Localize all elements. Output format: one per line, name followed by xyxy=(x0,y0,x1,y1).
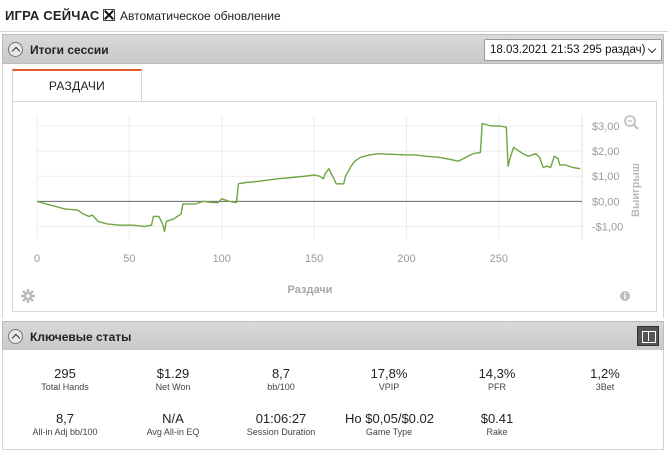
x-tick-label: 150 xyxy=(305,253,323,265)
layout-toggle-button[interactable] xyxy=(637,326,659,346)
stat-value: 8,7 xyxy=(271,366,291,381)
page-title: ИГРА СЕЙЧАС xyxy=(5,8,100,23)
stat-bb-100: 8,7 bb/100 xyxy=(236,366,326,392)
key-stats-panel: 295 Total Hands $1.29 Net Won 8,7 bb/100… xyxy=(2,350,664,450)
session-chart-panel: РАЗДАЧИ 0 50 100 150 200 250 -$1,00 $0,00 $1,00 $… xyxy=(2,64,664,318)
chart-frame: 0 50 100 150 200 250 -$1,00 $0,00 $1,00 $2,00 $3,0… xyxy=(12,101,657,312)
stat-game-type: $0.02/$0,05 NL Ho Game Type xyxy=(344,411,434,437)
stat-label: Rake xyxy=(486,427,508,437)
stat-label: Game Type xyxy=(365,427,413,437)
x-tick-label: 0 xyxy=(34,253,40,265)
stat-value: $1.29 xyxy=(156,366,190,381)
stat-label: All-in Adj bb/100 xyxy=(32,427,98,437)
stat-label: VPIP xyxy=(378,382,400,392)
winnings-chart: 0 50 100 150 200 250 -$1,00 $0,00 $1,00 $2,00 $3,0… xyxy=(21,115,642,303)
stat-label: Total Hands xyxy=(41,382,89,392)
y-tick-label: -$1,00 xyxy=(592,221,623,233)
x-tick-label: 100 xyxy=(213,253,231,265)
winnings-line xyxy=(36,122,581,233)
x-tick-label: 200 xyxy=(397,253,415,265)
y-tick-label: $2,00 xyxy=(592,146,620,158)
tab-hands[interactable]: РАЗДАЧИ xyxy=(12,69,142,101)
zoom-icon[interactable] xyxy=(624,115,639,130)
stat-value: 01:06:27 xyxy=(255,411,307,426)
stat-all-in-adj-bb-100: 8,7 All-in Adj bb/100 xyxy=(20,411,110,437)
stat-total-hands: 295 Total Hands xyxy=(20,366,110,392)
stat-net-won: $1.29 Net Won xyxy=(128,366,218,392)
stat-label: Session Duration xyxy=(246,427,316,437)
stat-session-duration: 01:06:27 Session Duration xyxy=(236,411,326,437)
auto-refresh-checkbox[interactable] xyxy=(103,9,115,21)
chevron-down-icon xyxy=(647,44,657,54)
session-results-title: Итоги сессии xyxy=(30,43,109,57)
x-tick-label: 50 xyxy=(123,253,135,265)
gear-icon[interactable] xyxy=(21,289,35,303)
stat-avg-all-in-eq: N/A Avg All-in EQ xyxy=(128,411,218,437)
y-tick-label: $0,00 xyxy=(592,196,620,208)
x-axis-label: Раздачи xyxy=(288,284,333,296)
auto-refresh-label[interactable]: Автоматическое обновление xyxy=(120,9,281,23)
stat-label: PFR xyxy=(488,382,506,392)
session-results-header: Итоги сессии 18.03.2021 21:53 295 раздач… xyxy=(2,34,664,64)
stat-value: $0.41 xyxy=(480,411,514,426)
key-stats-header: Ключевые статы xyxy=(2,321,664,351)
stat-label: Net Won xyxy=(155,382,191,392)
stat-value: 14,3% xyxy=(478,366,516,381)
stat-label: Avg All-in EQ xyxy=(146,427,200,437)
stat-value: $0.02/$0,05 NL Ho xyxy=(344,411,434,426)
stat-3bet: 1,2% 3Bet xyxy=(560,366,650,392)
y-tick-label: $1,00 xyxy=(592,171,620,183)
stat-label: bb/100 xyxy=(267,382,295,392)
y-tick-label: $3,00 xyxy=(592,121,620,133)
stat-label: 3Bet xyxy=(595,382,615,392)
stat-rake: $0.41 Rake xyxy=(452,411,542,437)
collapse-key-stats-button[interactable] xyxy=(8,329,23,344)
session-select[interactable]: 18.03.2021 21:53 295 раздач) xyxy=(484,39,662,61)
stat-value: 1,2% xyxy=(590,366,620,381)
stat-vpip: 17,8% VPIP xyxy=(344,366,434,392)
session-select-value: 18.03.2021 21:53 295 раздач) xyxy=(490,44,646,56)
y-axis-label: Выигрыш xyxy=(630,163,642,217)
top-bar: ИГРА СЕЙЧАС Автоматическое обновление xyxy=(0,0,668,32)
key-stats-title: Ключевые статы xyxy=(30,330,132,344)
collapse-session-results-button[interactable] xyxy=(8,42,23,57)
tab-hands-label: РАЗДАЧИ xyxy=(48,79,106,93)
stat-value: 17,8% xyxy=(370,366,408,381)
info-icon[interactable] xyxy=(620,291,630,301)
x-tick-label: 250 xyxy=(490,253,508,265)
stat-pfr: 14,3% PFR xyxy=(452,366,542,392)
stat-value: N/A xyxy=(162,411,184,426)
stat-value: 295 xyxy=(54,366,76,381)
stat-value: 8,7 xyxy=(55,411,75,426)
